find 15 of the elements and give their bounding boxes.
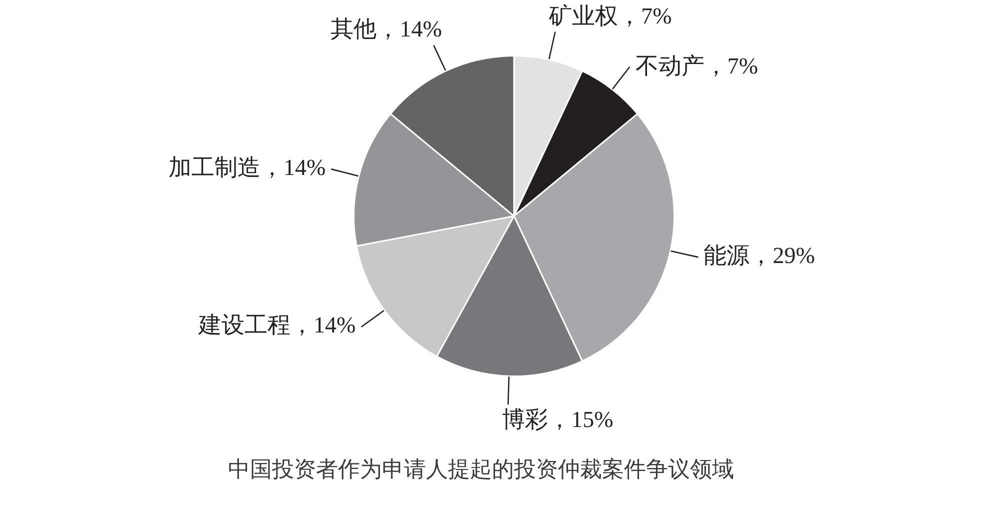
slice-label: 博彩 [502, 407, 548, 432]
slice-label: 其他 [330, 16, 377, 42]
data-label: ，14% [290, 312, 356, 338]
text: 中国投资者作为申请人提起的投资仲裁案件争议领域 [228, 458, 734, 483]
data-label: ，14% [376, 16, 442, 42]
slice-label: 能源 [704, 243, 750, 268]
slice-label: 矿业权 [548, 3, 618, 28]
data-label: ，15% [548, 407, 614, 432]
slice-label: 不动产 [635, 53, 704, 78]
slice-label: 建设工程 [198, 312, 291, 338]
data-label: ，7% [618, 3, 672, 28]
data-label: ，14% [260, 155, 326, 180]
data-label: ，29% [750, 243, 815, 268]
data-label: ，7% [704, 53, 758, 78]
slice-label: 加工制造 [168, 155, 261, 180]
